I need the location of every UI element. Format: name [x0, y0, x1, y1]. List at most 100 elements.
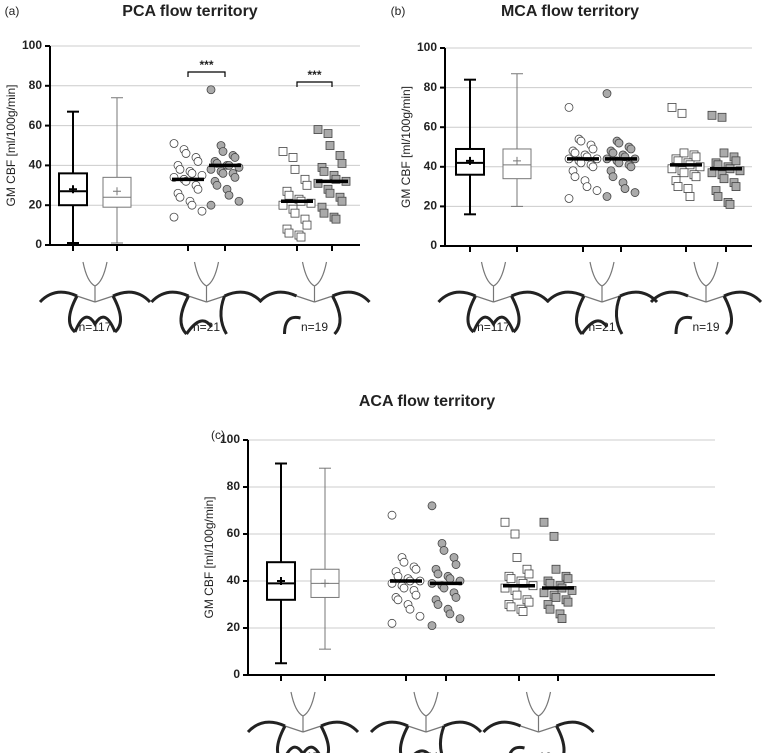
vessel — [283, 295, 342, 336]
point — [506, 574, 516, 584]
point — [563, 574, 573, 584]
y-tick-label: 80 — [29, 78, 43, 92]
point — [717, 112, 727, 122]
point — [206, 85, 216, 95]
vessel — [407, 725, 445, 733]
point — [500, 517, 510, 527]
point — [433, 600, 443, 609]
point — [427, 501, 437, 511]
point — [545, 604, 555, 614]
vessel — [188, 295, 225, 303]
y-tick-label: 80 — [424, 80, 438, 94]
point — [319, 166, 329, 176]
n-label: n=117 — [287, 750, 320, 753]
vessel — [437, 290, 550, 304]
point — [387, 510, 397, 520]
point — [399, 583, 409, 593]
point — [518, 607, 528, 616]
point — [731, 156, 741, 166]
vessel — [76, 295, 114, 303]
point — [506, 602, 516, 612]
point — [576, 136, 586, 146]
point — [707, 110, 717, 120]
point — [427, 621, 437, 631]
point — [193, 157, 203, 166]
point — [306, 198, 316, 208]
point — [181, 149, 191, 158]
vessel — [649, 290, 762, 304]
point — [218, 168, 228, 178]
point — [337, 159, 347, 168]
point — [626, 162, 636, 172]
y-tick-label: 40 — [29, 158, 43, 172]
vessel — [575, 295, 624, 336]
point — [731, 182, 741, 192]
point — [415, 611, 425, 621]
significance-bracket — [296, 81, 333, 87]
mean — [277, 577, 285, 585]
point — [735, 166, 745, 176]
point — [230, 172, 240, 182]
vessel — [38, 290, 152, 304]
point — [551, 593, 561, 602]
point — [549, 531, 559, 541]
y-tick-label: 20 — [227, 620, 241, 634]
vessel — [589, 261, 615, 302]
point — [719, 148, 729, 158]
point — [545, 578, 555, 588]
vessel — [482, 720, 595, 734]
point — [325, 141, 335, 150]
point — [411, 590, 421, 600]
point — [667, 103, 677, 112]
y-tick-label: 100 — [22, 38, 42, 52]
point — [564, 194, 574, 203]
vessel — [290, 691, 316, 732]
point — [679, 168, 689, 178]
point — [510, 529, 520, 539]
point — [197, 206, 207, 216]
point — [331, 174, 341, 184]
point — [673, 182, 683, 192]
vessel — [466, 295, 521, 334]
vessel — [193, 261, 220, 302]
panel-label: (a) — [5, 4, 20, 18]
point — [445, 609, 455, 619]
point — [588, 144, 598, 154]
point — [224, 190, 234, 200]
point — [512, 553, 522, 562]
mean — [321, 579, 329, 588]
y-tick-label: 20 — [424, 199, 438, 213]
chart-title: MCA flow territory — [501, 3, 639, 20]
point — [187, 200, 197, 210]
chart-title: PCA flow territory — [122, 3, 258, 20]
point — [713, 192, 723, 201]
point — [331, 214, 341, 224]
y-tick-label: 100 — [220, 432, 240, 446]
vessel — [480, 261, 507, 302]
point — [313, 178, 323, 188]
vessel — [399, 725, 446, 753]
point — [451, 593, 461, 602]
point — [524, 569, 534, 579]
vessel — [68, 295, 122, 334]
point — [570, 148, 580, 158]
vessel — [413, 691, 439, 732]
vessel — [525, 691, 552, 732]
point — [683, 184, 693, 193]
n-label: n=117 — [79, 320, 112, 334]
mean — [466, 156, 474, 165]
y-tick-label: 100 — [417, 40, 437, 54]
point — [679, 148, 689, 158]
point — [592, 186, 602, 195]
point — [614, 138, 624, 148]
point — [313, 125, 323, 134]
point — [302, 220, 312, 230]
n-label: n=21 — [193, 320, 220, 334]
point — [455, 614, 465, 623]
y-tick-label: 0 — [233, 667, 240, 681]
point — [169, 139, 179, 148]
point — [608, 148, 618, 158]
y-axis-label: GM CBF [ml/100g/min] — [399, 86, 413, 208]
point — [512, 590, 522, 600]
mean — [513, 156, 521, 165]
